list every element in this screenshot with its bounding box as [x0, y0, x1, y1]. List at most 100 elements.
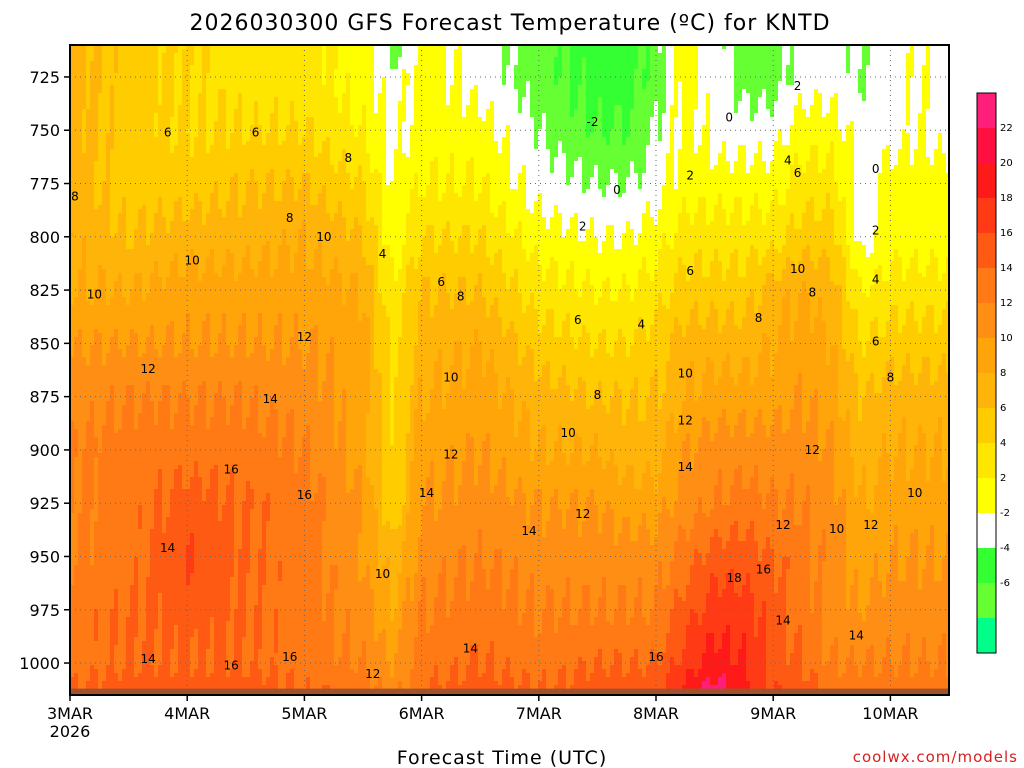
field-cell [82, 273, 87, 278]
field-cell [74, 533, 79, 538]
field-cell [86, 281, 91, 286]
field-cell [74, 577, 79, 582]
field-cell [86, 393, 91, 398]
field-cell [90, 141, 95, 146]
field-cell [94, 641, 99, 646]
field-cell [74, 101, 79, 106]
field-cell [74, 481, 79, 486]
field-cell [86, 473, 91, 478]
field-cell [74, 225, 79, 230]
field-cell [94, 349, 99, 354]
field-cell [98, 177, 103, 182]
field-cell [86, 617, 91, 622]
field-cell [86, 137, 91, 142]
field-cell [90, 525, 95, 530]
field-cell [74, 165, 79, 170]
field-cell [82, 617, 87, 622]
field-cell [90, 241, 95, 246]
field-cell [78, 525, 83, 530]
field-cell [86, 409, 91, 414]
field-cell [90, 529, 95, 534]
field-cell [74, 501, 79, 506]
field-cell [90, 365, 95, 370]
field-cell [90, 441, 95, 446]
field-cell [86, 533, 91, 538]
field-cell [86, 569, 91, 574]
field-cell [86, 405, 91, 410]
field-cell [74, 557, 79, 562]
field-cell [94, 577, 99, 582]
field-cell [86, 465, 91, 470]
field-cell [86, 537, 91, 542]
field-cell [82, 549, 87, 554]
field-cell [90, 665, 95, 670]
field-cell [86, 205, 91, 210]
field-cell [90, 421, 95, 426]
field-cell [82, 193, 87, 198]
field-cell [74, 385, 79, 390]
field-cell [78, 353, 83, 358]
field-cell [90, 561, 95, 566]
field-cell [78, 337, 83, 342]
field-cell [78, 513, 83, 518]
field-cell [86, 277, 91, 282]
field-cell [98, 317, 103, 322]
field-cell [102, 125, 107, 130]
field-cell [86, 513, 91, 518]
field-cell [74, 313, 79, 318]
field-cell [94, 385, 99, 390]
field-cell [82, 573, 87, 578]
field-cell [86, 101, 91, 106]
field-cell [102, 361, 107, 366]
field-cell [74, 57, 79, 62]
field-cell [86, 209, 91, 214]
field-cell [102, 281, 107, 286]
field-cell [90, 217, 95, 222]
field-cell [94, 133, 99, 138]
field-cell [78, 61, 83, 66]
field-cell [82, 213, 87, 218]
field-cell [78, 285, 83, 290]
field-cell [98, 217, 103, 222]
field-cell [94, 557, 99, 562]
field-cell [98, 241, 103, 246]
field-cell [82, 373, 87, 378]
chart-title: 2026030300 GFS Forecast Temperature (ºC)… [189, 11, 830, 36]
field-cell [86, 141, 91, 146]
field-cell [94, 669, 99, 674]
field-cell [90, 113, 95, 118]
field-cell [102, 137, 107, 142]
field-cell [82, 137, 87, 142]
field-cell [94, 605, 99, 610]
field-cell [90, 93, 95, 98]
field-cell [90, 509, 95, 514]
field-cell [82, 321, 87, 326]
field-cell [102, 217, 107, 222]
field-cell [90, 657, 95, 662]
field-cell [94, 117, 99, 122]
field-cell [86, 181, 91, 186]
field-cell [86, 109, 91, 114]
field-cell [86, 653, 91, 658]
field-cell [74, 469, 79, 474]
field-cell [90, 77, 95, 82]
field-cell [98, 469, 103, 474]
field-cell [74, 153, 79, 158]
field-cell [94, 81, 99, 86]
field-cell [82, 529, 87, 534]
field-cell [86, 301, 91, 306]
field-cell [86, 485, 91, 490]
field-cell [74, 397, 79, 402]
field-cell [94, 405, 99, 410]
field-cell [98, 645, 103, 650]
field-cell [74, 661, 79, 666]
field-cell [78, 557, 83, 562]
field-cell [94, 661, 99, 666]
field-cell [102, 369, 107, 374]
field-cell [98, 641, 103, 646]
field-cell [74, 173, 79, 178]
field-cell [98, 221, 103, 226]
field-cell [94, 337, 99, 342]
field-cell [90, 169, 95, 174]
field-cell [74, 149, 79, 154]
